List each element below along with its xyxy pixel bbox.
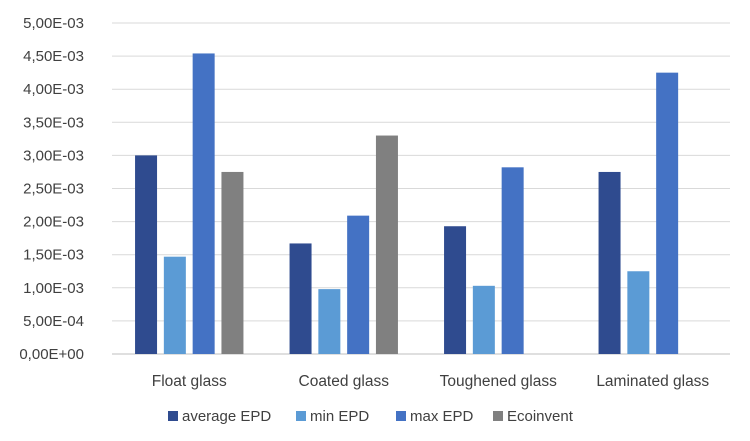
legend-swatch [493,411,503,421]
legend-label: Ecoinvent [507,408,574,425]
bar-min-epd [163,256,186,354]
y-tick-label: 5,00E-04 [23,313,84,330]
y-tick-label: 2,00E-03 [23,214,84,231]
legend-swatch [168,411,178,421]
legend-label: max EPD [410,408,474,425]
legend-swatch [296,411,306,421]
y-tick-label: 0,00E+00 [19,346,84,363]
bar-min-epd [318,289,341,354]
bar-average-epd [135,155,158,354]
legend-label: min EPD [310,408,369,425]
bar-max-epd [192,53,215,355]
y-axis-tick-labels: 0,00E+00 5,00E-04 1,00E-03 1,50E-03 2,00E-03… [19,15,84,363]
bar-max-epd [656,72,679,355]
legend-label: average EPD [182,408,271,425]
bar-min-epd [472,285,495,354]
bar-max-epd [501,167,524,354]
gridlines [112,22,730,355]
legend: average EPD min EPD max EPD Ecoinvent [168,408,574,425]
bar-max-epd [347,215,370,354]
bar-min-epd [627,271,650,354]
bar-ecoinvent [221,171,244,354]
bar-average-epd [444,226,467,354]
y-tick-label: 4,50E-03 [23,48,84,65]
bars [135,53,679,355]
x-category-label: Float glass [152,373,227,390]
bar-average-epd [289,243,312,354]
x-category-label: Toughened glass [440,373,557,390]
y-tick-label: 1,50E-03 [23,247,84,264]
x-axis-category-labels: Float glass Coated glass Toughened glass La… [152,373,710,390]
bar-average-epd [598,171,621,354]
y-tick-label: 3,00E-03 [23,147,84,164]
legend-swatch [396,411,406,421]
y-tick-label: 4,00E-03 [23,81,84,98]
y-tick-label: 1,00E-03 [23,280,84,297]
y-tick-label: 5,00E-03 [23,15,84,32]
y-tick-label: 2,50E-03 [23,181,84,198]
x-category-label: Coated glass [299,373,390,390]
x-category-label: Laminated glass [596,373,709,390]
y-tick-label: 3,50E-03 [23,114,84,131]
bar-ecoinvent [375,135,398,354]
